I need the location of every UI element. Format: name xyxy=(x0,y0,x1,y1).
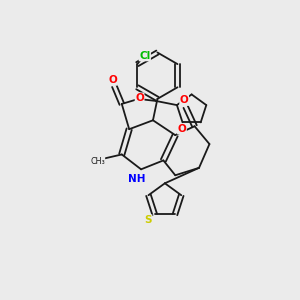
Text: CH₃: CH₃ xyxy=(90,157,105,166)
Text: NH: NH xyxy=(128,174,146,184)
Text: O: O xyxy=(135,93,144,103)
Text: O: O xyxy=(109,75,117,85)
Text: O: O xyxy=(178,124,186,134)
Text: Cl: Cl xyxy=(139,51,150,61)
Text: O: O xyxy=(180,95,189,105)
Text: S: S xyxy=(144,215,152,225)
